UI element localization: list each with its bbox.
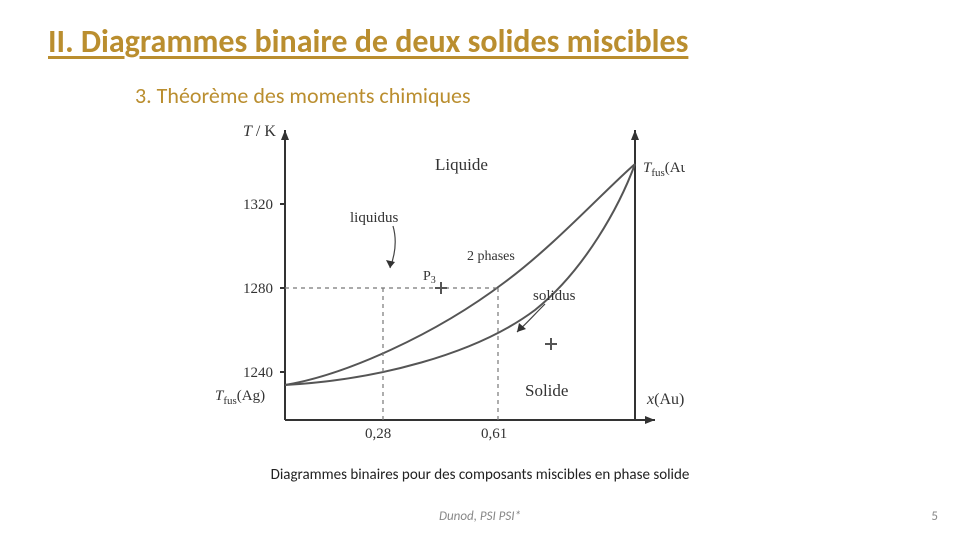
liquidus-curve xyxy=(285,164,635,385)
y-axis-left-arrow-icon xyxy=(281,130,289,140)
svg-text:1320: 1320 xyxy=(243,197,273,213)
x-axis-arrow-icon xyxy=(645,416,655,424)
y-axis-label: T / K xyxy=(243,123,276,140)
svg-text:1280: 1280 xyxy=(243,281,273,297)
liquidus-arrow-head-icon xyxy=(386,260,395,268)
tfus-ag-label: Tfus(Ag) xyxy=(215,388,265,407)
phase-diagram: 1240 1280 1320 T / K 0,28 0,61 x(Au) xyxy=(215,120,685,450)
y-tick-1280: 1280 xyxy=(243,281,285,297)
x-axis-label: x(Au) xyxy=(646,391,684,408)
marker-solide xyxy=(545,338,557,350)
page-title: II. Diagrammes binaire de deux solides m… xyxy=(48,22,688,61)
x-tick-028: 0,28 xyxy=(365,426,391,442)
label-solidus: solidus xyxy=(533,288,576,304)
page-number: 5 xyxy=(931,509,938,524)
point-p3: P3 xyxy=(423,269,447,294)
svg-text:P3: P3 xyxy=(423,269,436,286)
footer-reference: Dunod, PSI PSI* xyxy=(0,509,960,524)
region-liquide: Liquide xyxy=(435,155,488,174)
x-tick-061: 0,61 xyxy=(481,426,507,442)
y-tick-1240: 1240 xyxy=(243,365,285,381)
y-axis-right-arrow-icon xyxy=(631,130,639,140)
svg-text:1240: 1240 xyxy=(243,365,273,381)
region-two-phase: 2 phases xyxy=(467,249,515,264)
section-subtitle: 3. Théorème des moments chimiques xyxy=(135,82,471,109)
y-tick-1320: 1320 xyxy=(243,197,285,213)
region-solide: Solide xyxy=(525,381,568,400)
figure-caption: Diagrammes binaires pour des composants … xyxy=(0,466,960,484)
tfus-au-label: Tfus(Au) xyxy=(643,160,685,179)
label-liquidus: liquidus xyxy=(350,210,399,226)
solidus-curve xyxy=(285,164,635,385)
